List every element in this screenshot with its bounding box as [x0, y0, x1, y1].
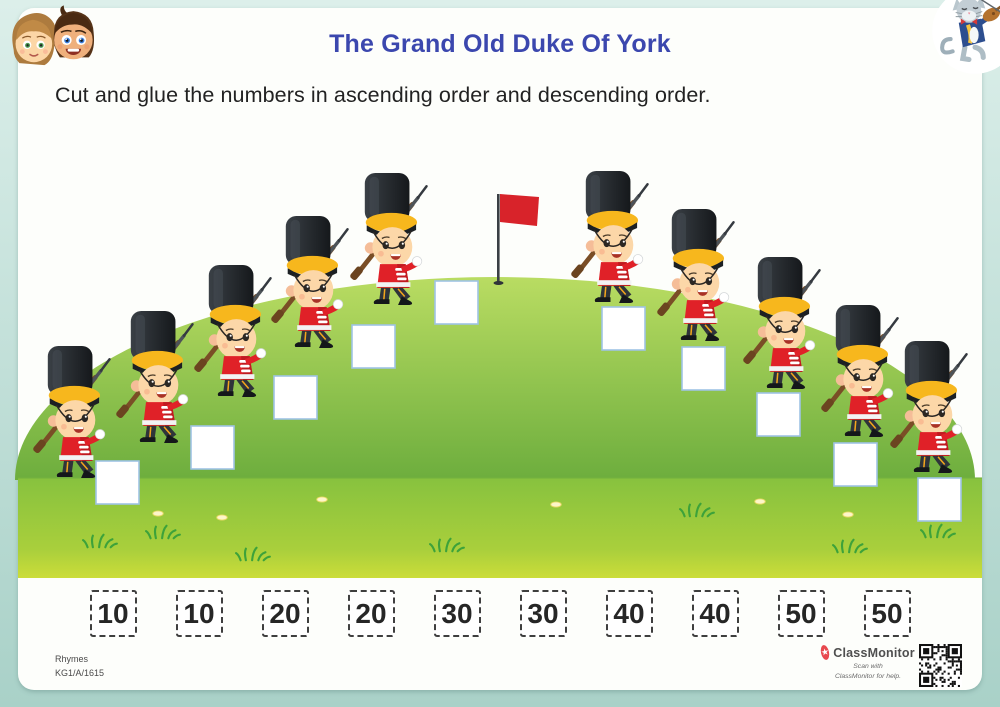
number-cards-row: 10 10 20 20 30 30 40 40 50 50: [18, 590, 982, 637]
glue-box[interactable]: [601, 306, 646, 351]
flower: [216, 514, 228, 521]
number-card[interactable]: 40: [691, 590, 739, 637]
number-card[interactable]: 30: [519, 590, 567, 637]
footer-left: Rhymes KG1/A/1615: [55, 653, 104, 681]
ground: [18, 478, 982, 578]
flower: [842, 511, 854, 518]
glue-box[interactable]: [756, 392, 801, 437]
glue-box[interactable]: [273, 375, 318, 420]
horizon-line: [18, 477, 982, 479]
flower: [316, 496, 328, 503]
flower: [550, 501, 562, 508]
hill: [15, 277, 975, 480]
flower: [754, 498, 766, 505]
footer-series: Rhymes: [55, 654, 89, 664]
flag-cloth: [500, 194, 539, 226]
glue-box[interactable]: [917, 477, 962, 522]
number-card[interactable]: 20: [261, 590, 309, 637]
number-card[interactable]: 20: [347, 590, 395, 637]
scan-caption: Scan with ClassMonitor for help.: [834, 663, 902, 681]
number-card[interactable]: 10: [89, 590, 137, 637]
glue-box[interactable]: [351, 324, 396, 369]
number-card[interactable]: 10: [175, 590, 223, 637]
instruction-text: Cut and glue the numbers in ascending or…: [55, 83, 711, 107]
glue-box[interactable]: [190, 425, 235, 470]
number-card[interactable]: 30: [433, 590, 481, 637]
brand-name: ClassMonitor: [833, 645, 915, 660]
flower: [152, 510, 164, 517]
number-card[interactable]: 40: [605, 590, 653, 637]
flag: [493, 194, 539, 285]
qr-code: [919, 644, 962, 687]
brand-block: ★ ClassMonitor Scan with ClassMonitor fo…: [819, 644, 915, 682]
number-card[interactable]: 50: [777, 590, 825, 637]
glue-box[interactable]: [434, 280, 479, 325]
footer-code: KG1/A/1615: [55, 667, 105, 678]
glue-box[interactable]: [95, 460, 140, 505]
classmonitor-star-icon: ★: [819, 644, 831, 661]
two-kids-faces-icon: [12, 5, 95, 66]
cat-with-fiddle-icon: [932, 0, 1000, 74]
glue-box[interactable]: [681, 346, 726, 391]
page-title: The Grand Old Duke Of York: [329, 30, 671, 58]
number-card[interactable]: 50: [863, 590, 911, 637]
glue-box[interactable]: [833, 442, 878, 487]
